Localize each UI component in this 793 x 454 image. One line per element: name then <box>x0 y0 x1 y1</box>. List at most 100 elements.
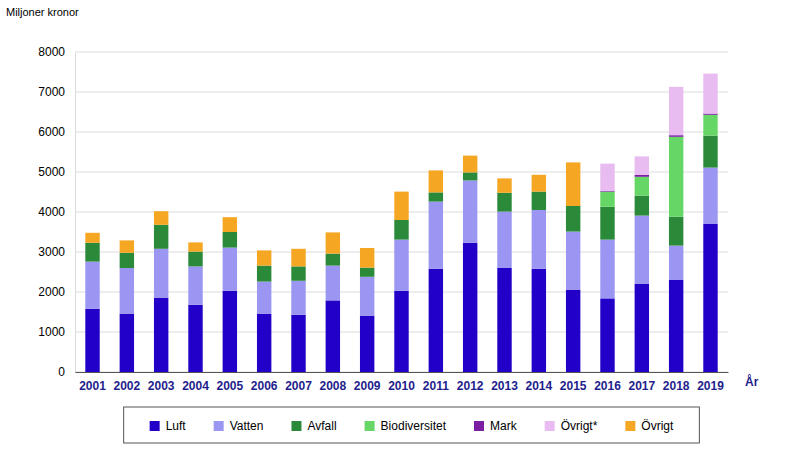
y-tick-label: 0 <box>58 365 65 379</box>
y-tick-label: 2000 <box>38 285 65 299</box>
x-tick-label: 2018 <box>663 379 690 393</box>
bar-segment <box>291 315 305 372</box>
legend-item: Avfall <box>291 419 336 433</box>
bar-segment <box>257 314 271 372</box>
legend-label: Avfall <box>307 419 336 433</box>
bar-segment <box>566 206 580 232</box>
bar-segment <box>600 192 614 207</box>
bar-segment <box>497 193 511 212</box>
bar-segment <box>463 180 477 242</box>
bar-segment <box>703 115 717 136</box>
x-tick: 2011 <box>423 372 449 393</box>
bar-segment <box>463 243 477 372</box>
bar-segment <box>566 290 580 372</box>
bar-segment <box>463 172 477 180</box>
legend-swatch <box>214 421 224 431</box>
x-tick: 2018 <box>663 372 690 393</box>
x-tick: 2016 <box>594 372 621 393</box>
bar-segment <box>532 175 546 192</box>
bar-segment <box>429 170 443 192</box>
legend-item: Luft <box>150 419 187 433</box>
bar-segment <box>429 269 443 372</box>
bar-segment <box>223 291 237 372</box>
x-tick: 2005 <box>216 372 243 393</box>
bar-segment <box>120 314 134 372</box>
x-axis-line <box>76 372 729 373</box>
bar-segment <box>635 175 649 177</box>
legend-label: Luft <box>166 419 187 433</box>
legend-item: Mark <box>474 419 518 433</box>
x-tick-label: 2015 <box>560 379 587 393</box>
grid-line <box>75 52 728 53</box>
bar-segment <box>394 291 408 372</box>
y-tick: 4000 <box>38 205 75 219</box>
x-tick: 2006 <box>251 372 278 393</box>
legend-label: Biodiversitet <box>381 419 447 433</box>
bar-segment <box>360 316 374 372</box>
bar-segment <box>669 280 683 372</box>
y-tick-label: 1000 <box>38 325 65 339</box>
bar-segment <box>257 282 271 314</box>
y-axis: 010002000300040005000600070008000 <box>38 45 75 379</box>
bar-segment <box>600 298 614 372</box>
grid-line <box>75 172 728 173</box>
x-tick: 2010 <box>388 372 415 393</box>
bar-segment <box>635 177 649 196</box>
x-tick: 2003 <box>148 372 175 393</box>
legend-item: Övrigt <box>625 419 674 433</box>
x-tick-label: 2003 <box>148 379 175 393</box>
y-tick: 1000 <box>38 325 75 339</box>
bar-segment <box>497 212 511 268</box>
x-tick: 2019 <box>697 372 724 393</box>
bar-segment <box>497 268 511 372</box>
bar-segment <box>291 266 305 280</box>
bar-segment <box>429 202 443 269</box>
grid-line <box>75 132 728 133</box>
bar-segment <box>154 249 168 298</box>
bar-segment <box>188 252 202 267</box>
x-tick-label: 2006 <box>251 379 278 393</box>
x-tick-label: 2016 <box>594 379 621 393</box>
bar-segment <box>669 135 683 137</box>
bar-segment <box>85 233 99 243</box>
bar-segment <box>566 162 580 206</box>
y-tick-label: 4000 <box>38 205 65 219</box>
y-tick-label: 3000 <box>38 245 65 259</box>
x-tick-label: 2004 <box>182 379 209 393</box>
bar-segment <box>635 216 649 284</box>
y-axis-line <box>75 53 76 373</box>
x-tick-label: 2012 <box>457 379 484 393</box>
bar-segment <box>291 281 305 315</box>
bar-segment <box>188 266 202 304</box>
grid <box>75 52 728 372</box>
bar-segment <box>326 232 340 253</box>
x-tick: 2017 <box>628 372 655 393</box>
legend-swatch <box>625 421 635 431</box>
bar-segment <box>600 207 614 240</box>
y-tick: 7000 <box>38 85 75 99</box>
bar-segment <box>154 298 168 372</box>
bar-segment <box>669 217 683 246</box>
legend-swatch <box>291 421 301 431</box>
y-tick-label: 5000 <box>38 165 65 179</box>
bar-segment <box>326 266 340 301</box>
bar-segment <box>566 232 580 290</box>
bar-segment <box>85 309 99 372</box>
bar-segment <box>703 114 717 115</box>
bar-segment <box>223 248 237 291</box>
bar-segment <box>600 164 614 191</box>
y-tick-label: 8000 <box>38 45 65 59</box>
x-tick-label: 2001 <box>79 379 106 393</box>
legend-swatch <box>545 421 555 431</box>
bar-segment <box>326 254 340 266</box>
x-tick-label: 2013 <box>491 379 518 393</box>
bar-segment <box>120 240 134 252</box>
x-axis: 2001200220032004200520062007200820092010… <box>76 372 729 393</box>
bar-segment <box>257 250 271 265</box>
x-tick: 2004 <box>182 372 209 393</box>
x-tick-label: 2010 <box>388 379 415 393</box>
x-tick: 2002 <box>113 372 140 393</box>
y-tick: 3000 <box>38 245 75 259</box>
bar-segment <box>326 300 340 372</box>
bar-segment <box>703 168 717 224</box>
